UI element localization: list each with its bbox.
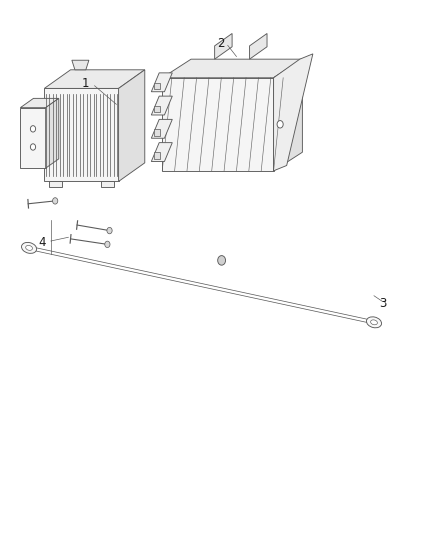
Polygon shape — [151, 119, 172, 138]
Ellipse shape — [371, 320, 378, 325]
Circle shape — [107, 228, 112, 234]
Circle shape — [277, 120, 283, 128]
Circle shape — [30, 126, 35, 132]
Polygon shape — [44, 88, 119, 181]
Bar — [153, 152, 159, 159]
Ellipse shape — [367, 317, 381, 328]
Circle shape — [105, 241, 110, 247]
Polygon shape — [46, 99, 59, 168]
Polygon shape — [72, 60, 89, 70]
Bar — [153, 83, 159, 89]
Circle shape — [53, 198, 58, 204]
Polygon shape — [44, 70, 145, 88]
Polygon shape — [151, 73, 172, 92]
Text: 2: 2 — [217, 37, 225, 50]
Polygon shape — [151, 143, 172, 161]
Bar — [153, 129, 159, 135]
Polygon shape — [49, 181, 62, 187]
Polygon shape — [162, 78, 274, 171]
Bar — [153, 106, 159, 112]
Text: 1: 1 — [82, 77, 90, 90]
Polygon shape — [20, 99, 59, 108]
Text: 4: 4 — [39, 236, 46, 249]
Polygon shape — [101, 181, 114, 187]
Ellipse shape — [26, 245, 32, 251]
Polygon shape — [215, 34, 232, 59]
Text: 3: 3 — [379, 297, 386, 310]
Polygon shape — [274, 59, 302, 171]
Circle shape — [218, 256, 226, 265]
Circle shape — [30, 144, 35, 150]
Polygon shape — [274, 54, 313, 171]
Polygon shape — [119, 70, 145, 181]
Polygon shape — [20, 108, 46, 168]
Polygon shape — [250, 34, 267, 59]
Polygon shape — [162, 59, 302, 78]
Ellipse shape — [21, 243, 37, 253]
Polygon shape — [151, 96, 172, 115]
